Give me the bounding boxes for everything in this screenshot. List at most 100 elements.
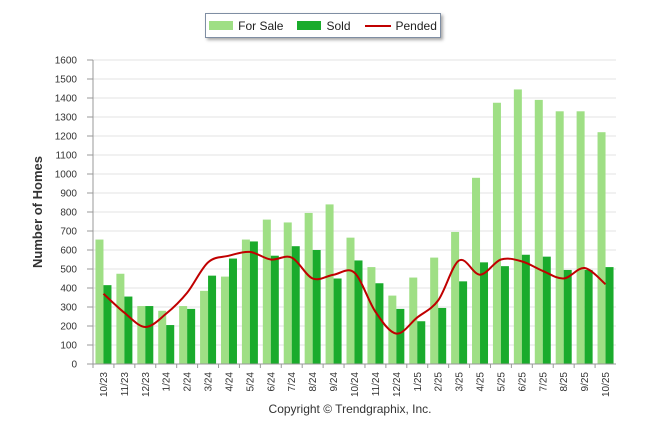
y-tick-label: 300 [60, 303, 77, 314]
x-tick-label: 12/24 [392, 372, 403, 397]
y-tick-labels: 0 100 200 300 400 500 600 700 800 900 1000 1100 1200… [55, 56, 78, 371]
bar-for-sale[interactable] [513, 89, 522, 364]
x-tick-label: 4/25 [476, 372, 487, 392]
axes [92, 60, 616, 365]
bar-for-sale[interactable] [555, 111, 564, 364]
bar-for-sale[interactable] [179, 306, 188, 364]
bar-sold[interactable] [563, 269, 572, 364]
bar-sold[interactable] [375, 283, 384, 364]
x-tick-label: 7/24 [287, 372, 298, 392]
bar-for-sale[interactable] [576, 111, 585, 364]
bar-sold[interactable] [480, 262, 489, 364]
bar-sold[interactable] [103, 285, 112, 364]
y-tick-label: 1100 [55, 151, 77, 162]
legend-swatch-sold [297, 21, 322, 30]
y-tick-label: 800 [60, 208, 77, 219]
bar-for-sale[interactable] [492, 102, 501, 364]
x-tick-label: 6/25 [517, 372, 528, 392]
bar-sold[interactable] [333, 278, 342, 365]
y-tick-label: 400 [60, 284, 77, 295]
legend-item-for-sale[interactable]: For Sale [209, 19, 283, 33]
legend-swatch-pended [364, 24, 391, 27]
y-tick-label: 900 [60, 189, 77, 200]
x-tick-label: 9/24 [329, 372, 340, 392]
bar-sold[interactable] [166, 325, 175, 364]
legend-label-for-sale: For Sale [238, 18, 284, 33]
bar-for-sale[interactable] [304, 212, 313, 364]
x-tick-label: 2/24 [183, 372, 194, 392]
x-tick-label: 11/24 [371, 372, 382, 397]
bar-sold[interactable] [187, 308, 196, 364]
bar-for-sale[interactable] [367, 267, 376, 364]
y-tick-label: 0 [71, 360, 77, 371]
x-tick-label: 1/25 [413, 372, 424, 392]
legend-item-pended[interactable]: Pended [364, 18, 437, 33]
bar-for-sale[interactable] [158, 310, 167, 364]
bar-for-sale[interactable] [597, 132, 606, 364]
bar-sold[interactable] [521, 254, 530, 364]
bar-sold[interactable] [270, 255, 279, 364]
x-tick-label: 8/24 [308, 372, 319, 392]
bar-for-sale[interactable] [430, 257, 439, 364]
bar-for-sale[interactable] [116, 273, 125, 364]
bar-sold[interactable] [417, 321, 426, 364]
legend-swatch-for-sale [209, 21, 234, 30]
bar-for-sale[interactable] [200, 290, 209, 364]
legend-label-sold: Sold [326, 18, 351, 33]
bar-for-sale[interactable] [95, 239, 104, 364]
bar-for-sale[interactable] [346, 237, 355, 364]
bar-sold[interactable] [354, 260, 363, 364]
y-tick-label: 1200 [55, 132, 78, 143]
x-tick-label: 11/23 [120, 372, 131, 397]
bar-for-sale[interactable] [534, 99, 543, 365]
bar-sold[interactable] [542, 256, 551, 364]
bar-sold[interactable] [249, 241, 258, 364]
legend-label-pended: Pended [395, 18, 437, 33]
y-tick-label: 1500 [55, 75, 78, 86]
x-tick-label: 3/25 [455, 372, 466, 392]
y-tick-label: 100 [60, 341, 77, 352]
y-tick-label: 1600 [55, 56, 78, 67]
bar-sold[interactable] [312, 250, 321, 364]
bar-sold[interactable] [208, 275, 217, 364]
y-tick-label: 200 [60, 322, 77, 333]
bar-sold[interactable] [291, 246, 300, 364]
pended-line-group [102, 250, 607, 335]
x-tick-label: 12/23 [141, 372, 152, 397]
x-tick-label: 10/23 [99, 372, 110, 397]
bar-sold[interactable] [228, 258, 237, 364]
bar-sold[interactable] [605, 267, 614, 364]
y-tick-label: 1300 [55, 113, 78, 124]
bar-for-sale[interactable] [325, 204, 334, 364]
bar-sold[interactable] [396, 308, 405, 364]
bar-for-sale[interactable] [283, 222, 292, 364]
bar-for-sale[interactable] [241, 239, 250, 364]
bar-for-sale[interactable] [137, 306, 146, 364]
x-tick-label: 10/24 [350, 372, 361, 397]
bar-for-sale[interactable] [451, 231, 460, 364]
legend-item-sold[interactable]: Sold [297, 18, 351, 33]
x-tick-label: 6/24 [266, 372, 277, 392]
bar-sold[interactable] [584, 269, 593, 364]
x-tick-label: 5/25 [496, 372, 507, 392]
y-tick-label: 1400 [55, 94, 78, 105]
y-tick-label: 500 [60, 265, 77, 276]
pended-line[interactable] [102, 250, 607, 335]
bar-for-sale[interactable] [262, 219, 271, 364]
bar-sold[interactable] [124, 296, 133, 364]
x-tick-label: 9/25 [580, 372, 591, 392]
y-tick-label: 1000 [55, 170, 78, 181]
bars [95, 89, 614, 365]
bar-for-sale[interactable] [220, 276, 229, 364]
bar-for-sale[interactable] [388, 295, 397, 364]
bar-for-sale[interactable] [472, 177, 481, 364]
y-axis-label: Number of Homes [30, 156, 45, 268]
y-tick-label: 600 [60, 246, 77, 257]
bar-sold[interactable] [500, 266, 509, 364]
legend: For Sale Sold Pended [205, 13, 441, 38]
x-tick-label: 1/24 [162, 372, 173, 392]
bar-sold[interactable] [438, 307, 447, 364]
bar-sold[interactable] [145, 306, 154, 364]
bar-sold[interactable] [459, 281, 468, 364]
